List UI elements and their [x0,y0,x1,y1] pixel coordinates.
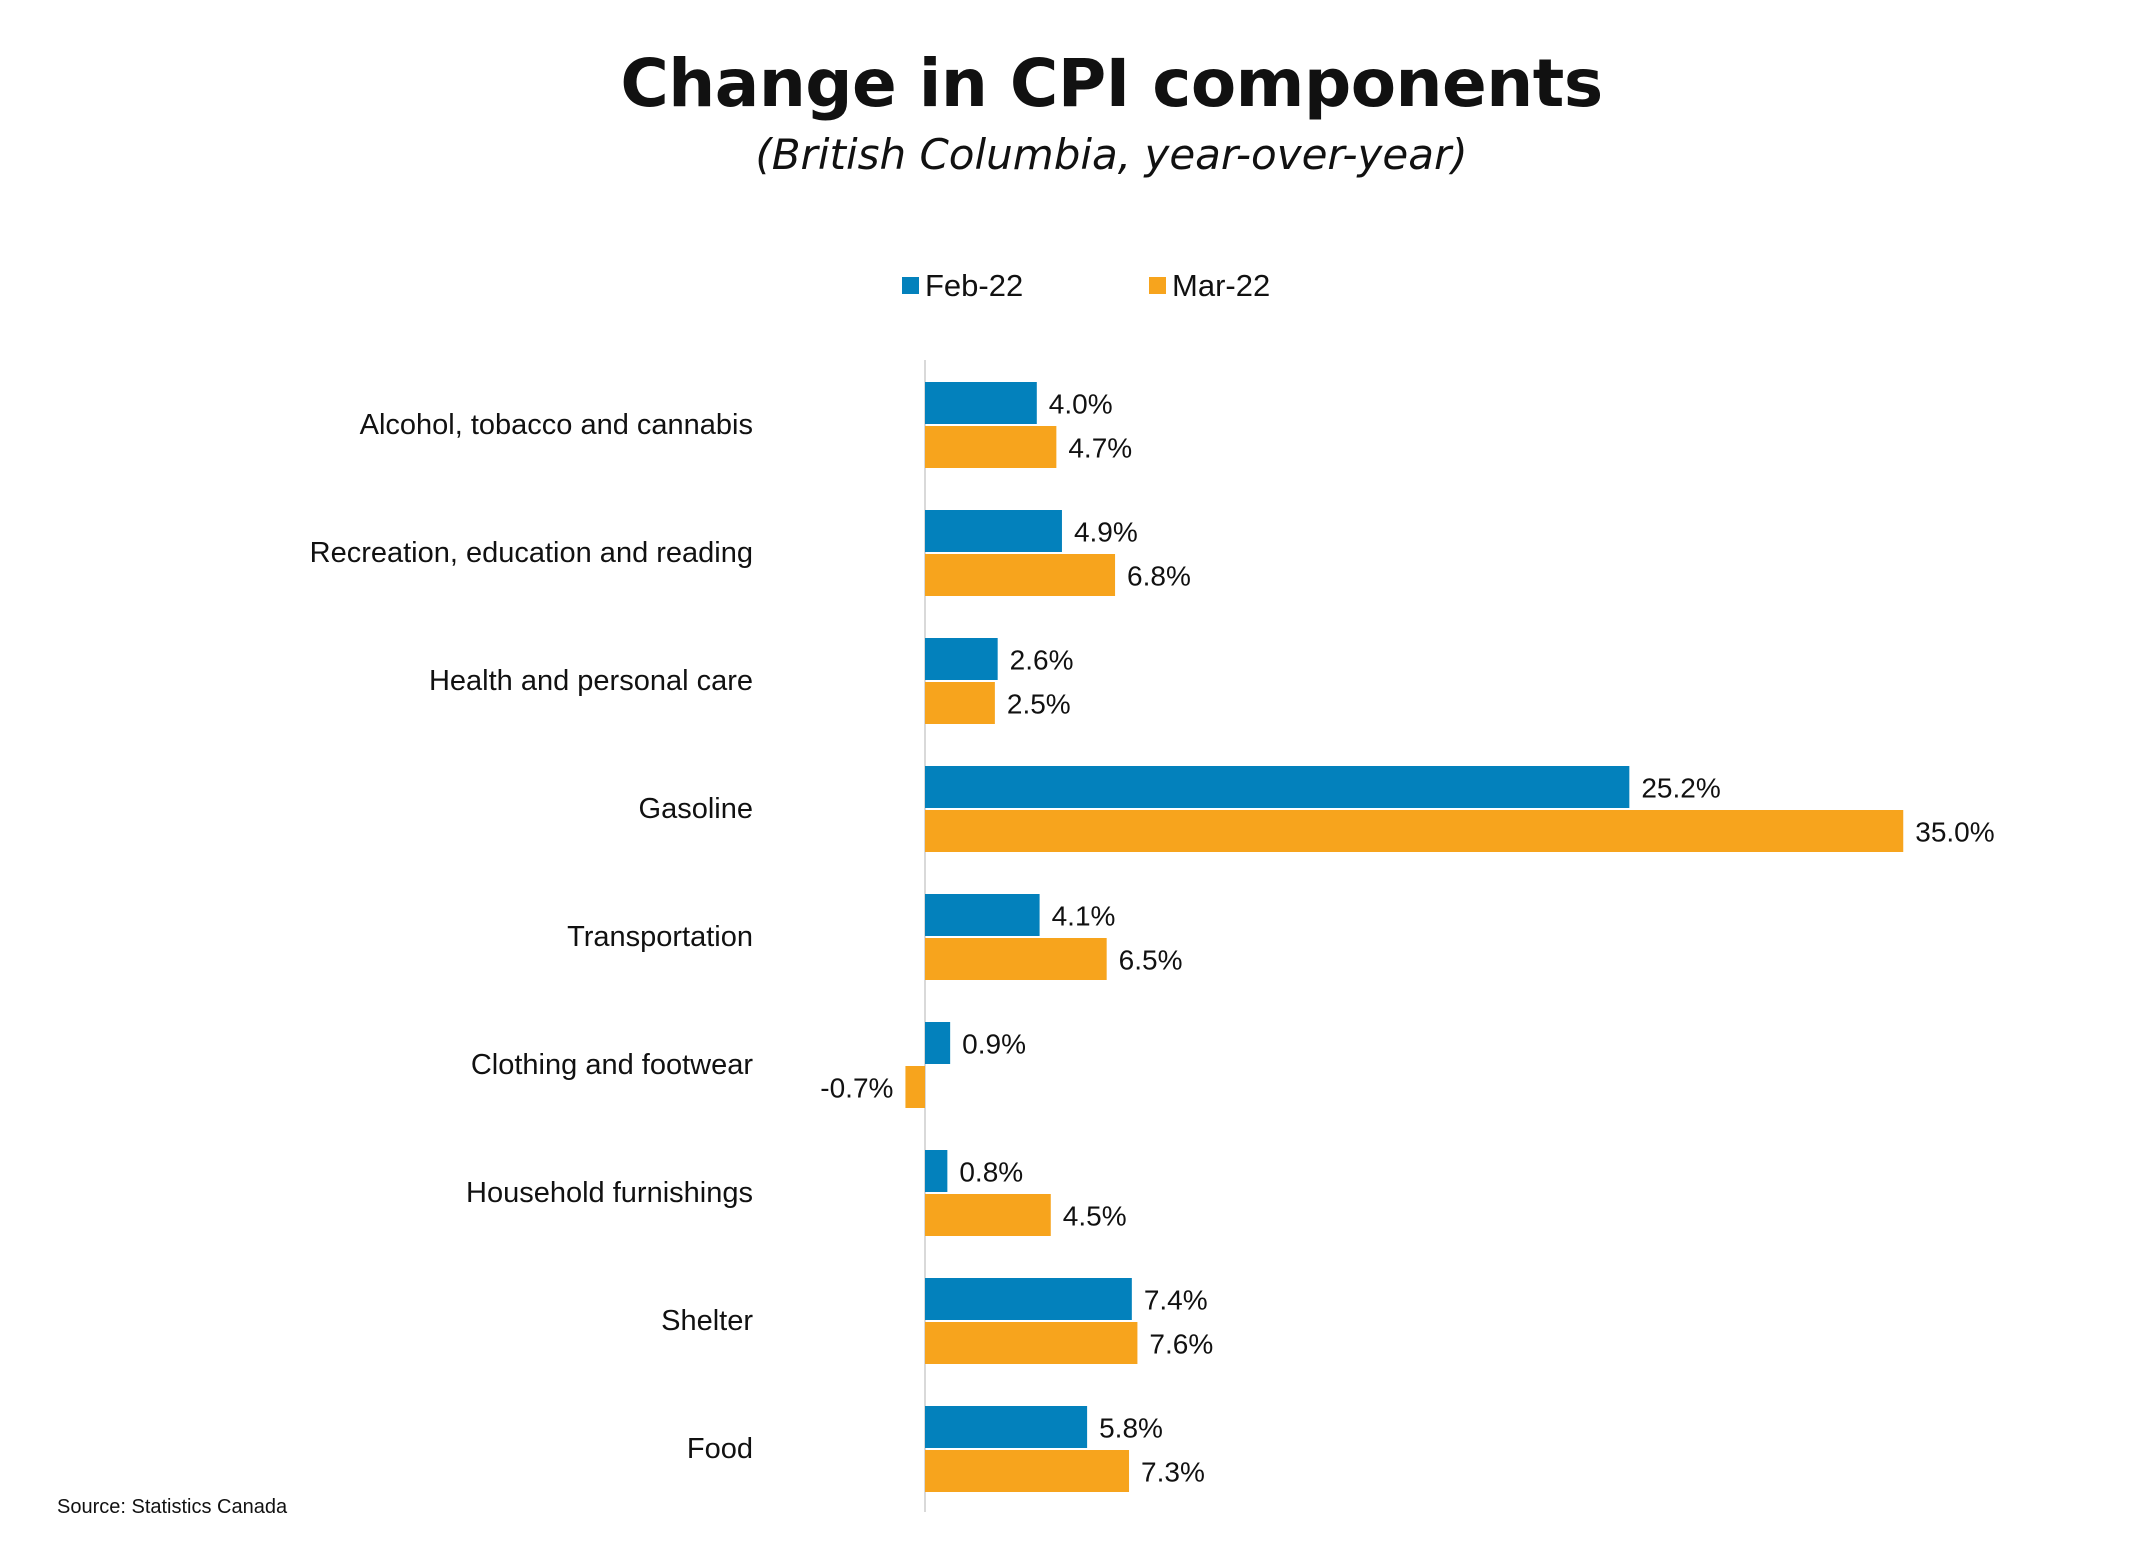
data-label: -0.7% [820,1073,893,1104]
data-label: 4.7% [1068,433,1132,464]
bar [925,510,1062,552]
data-label: 4.9% [1074,517,1138,548]
legend-label-feb-22: Feb-22 [925,268,1024,303]
bar [925,554,1116,596]
data-label: 4.0% [1049,389,1113,420]
bar [925,1022,951,1064]
legend-swatch-mar-22 [1149,277,1166,295]
bar [925,766,1630,808]
chart-subtitle: (British Columbia, year-over-year) [755,130,1468,179]
category-label: Health and personal care [429,665,753,697]
category-label: Household furnishings [466,1177,753,1209]
category-label: Gasoline [639,793,753,825]
bar [925,1322,1138,1364]
bar [925,1194,1051,1236]
category-label: Food [687,1433,753,1465]
data-label: 2.5% [1007,689,1071,720]
bar [925,938,1107,980]
data-label: 5.8% [1099,1413,1163,1444]
data-label: 0.8% [959,1157,1023,1188]
bar [905,1066,925,1108]
category-label: Clothing and footwear [471,1049,753,1081]
bar [925,382,1037,424]
source-note: Source: Statistics Canada [57,1496,288,1518]
category-label: Recreation, education and reading [310,537,753,569]
data-label: 7.3% [1141,1457,1205,1488]
chart-title: Change in CPI components [620,45,1603,122]
bar [925,1278,1132,1320]
bar [925,894,1040,936]
bar [925,426,1057,468]
category-label: Transportation [567,921,753,953]
data-label: 25.2% [1641,773,1720,804]
category-label: Alcohol, tobacco and cannabis [360,409,753,441]
data-label: 7.6% [1149,1329,1213,1360]
data-label: 0.9% [962,1029,1026,1060]
legend-item-feb-22: Feb-22 [902,268,1023,304]
legend-swatch-feb-22 [902,277,919,295]
category-label: Shelter [661,1305,753,1337]
bar [925,682,995,724]
data-label: 7.4% [1144,1285,1208,1316]
bar [925,1450,1130,1492]
data-label: 6.5% [1119,945,1183,976]
legend-item-mar-22: Mar-22 [1149,268,1270,304]
data-label: 4.1% [1052,901,1116,932]
bar [925,810,1904,852]
legend-label-mar-22: Mar-22 [1172,268,1271,303]
data-label: 2.6% [1010,645,1074,676]
bar [925,1406,1088,1448]
data-label: 6.8% [1127,561,1191,592]
data-label: 4.5% [1063,1201,1127,1232]
bar [925,1150,948,1192]
data-label: 35.0% [1915,817,1994,848]
bar [925,638,998,680]
